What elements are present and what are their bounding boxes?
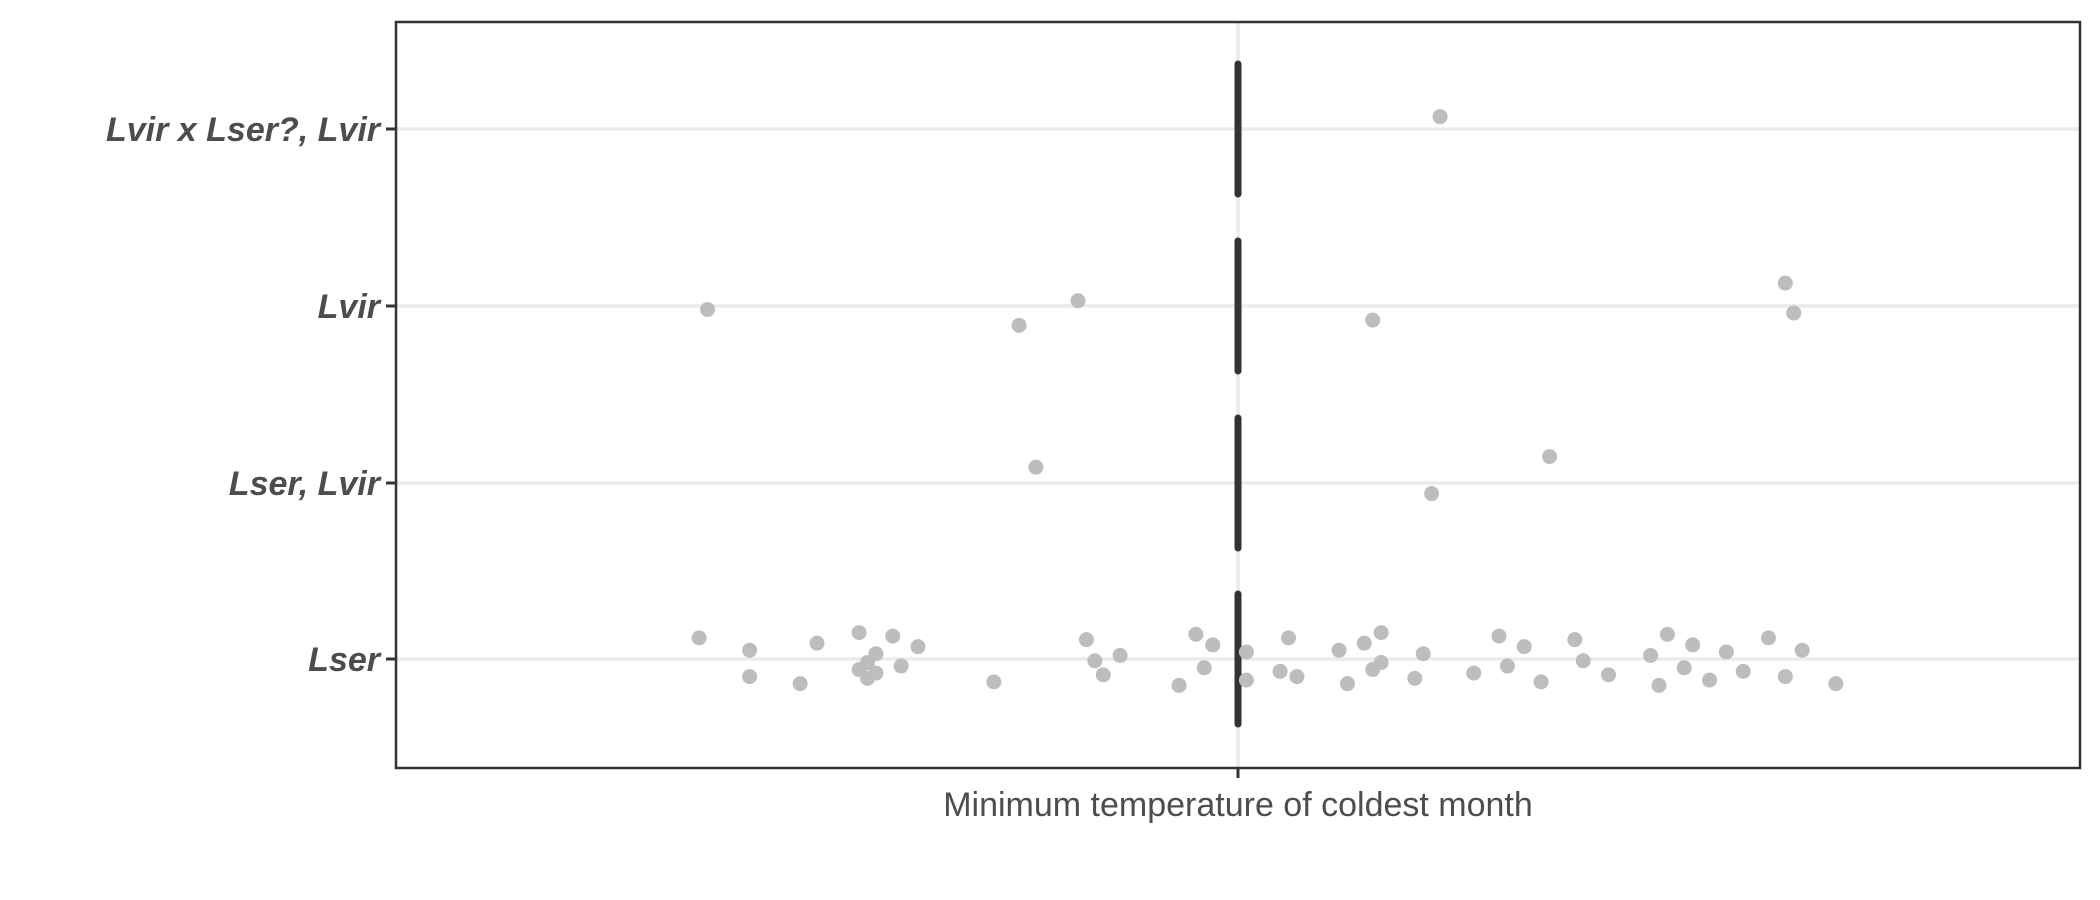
data-point [1575, 653, 1591, 669]
data-point [1794, 642, 1810, 658]
data-point [1600, 667, 1616, 683]
data-point [1786, 305, 1802, 321]
data-point [1272, 663, 1288, 679]
data-point [851, 625, 867, 641]
data-point [1499, 658, 1515, 674]
data-point [742, 669, 758, 685]
data-point [1205, 637, 1221, 653]
data-point [1373, 625, 1389, 641]
data-point [1087, 653, 1103, 669]
data-point [691, 630, 707, 646]
data-point [1331, 642, 1347, 658]
data-point [1365, 312, 1381, 328]
data-point [742, 642, 758, 658]
data-point [809, 635, 825, 651]
x-tick-label: Minimum temperature of coldest month [943, 786, 1533, 824]
data-point [1356, 635, 1372, 651]
data-point [1238, 672, 1254, 688]
data-point [1542, 449, 1558, 465]
data-point [1070, 293, 1086, 309]
y-tick-label: Lvir [318, 288, 382, 326]
data-point [1188, 626, 1204, 642]
data-point [1777, 669, 1793, 685]
data-point [1424, 486, 1440, 502]
y-tick-label: Lser [308, 641, 382, 679]
data-point [868, 665, 884, 681]
data-point [1828, 676, 1844, 692]
y-axis: Lser Lser, Lvir Lvir Lvir x Lser?, Lvir [106, 111, 396, 679]
data-point [1466, 665, 1482, 681]
data-point [1196, 660, 1212, 676]
data-point [986, 674, 1002, 690]
data-point [893, 658, 909, 674]
data-point [1777, 275, 1793, 291]
data-point [1171, 677, 1187, 693]
data-point [1643, 647, 1659, 663]
x-axis: Minimum temperature of coldest month [943, 768, 1533, 824]
data-point [1567, 632, 1583, 648]
data-point [1078, 632, 1094, 648]
data-point [868, 646, 884, 662]
data-point [1415, 646, 1431, 662]
data-point [1339, 676, 1355, 692]
data-point [910, 639, 926, 655]
data-point [1685, 637, 1701, 653]
data-point [1095, 667, 1111, 683]
y-tick-label: Lvir x Lser?, Lvir [106, 111, 382, 149]
data-point [1289, 669, 1305, 685]
data-point [1373, 655, 1389, 671]
data-point [1491, 628, 1507, 644]
data-point [885, 628, 901, 644]
data-point [1760, 630, 1776, 646]
data-point [1281, 630, 1297, 646]
data-point [1516, 639, 1532, 655]
data-point [1432, 109, 1448, 125]
data-point [1659, 626, 1675, 642]
data-point [1238, 644, 1254, 660]
data-point [1028, 459, 1044, 475]
data-point [1702, 672, 1718, 688]
data-point [1651, 677, 1667, 693]
data-points [691, 109, 1844, 693]
data-point [1011, 317, 1027, 333]
data-point [1735, 663, 1751, 679]
data-point [1676, 660, 1692, 676]
data-point [1718, 644, 1734, 660]
data-point [792, 676, 808, 692]
data-point [1407, 670, 1423, 686]
data-point [1533, 674, 1549, 690]
y-tick-label: Lser, Lvir [229, 465, 382, 503]
data-point [700, 302, 716, 318]
data-point [1112, 647, 1128, 663]
